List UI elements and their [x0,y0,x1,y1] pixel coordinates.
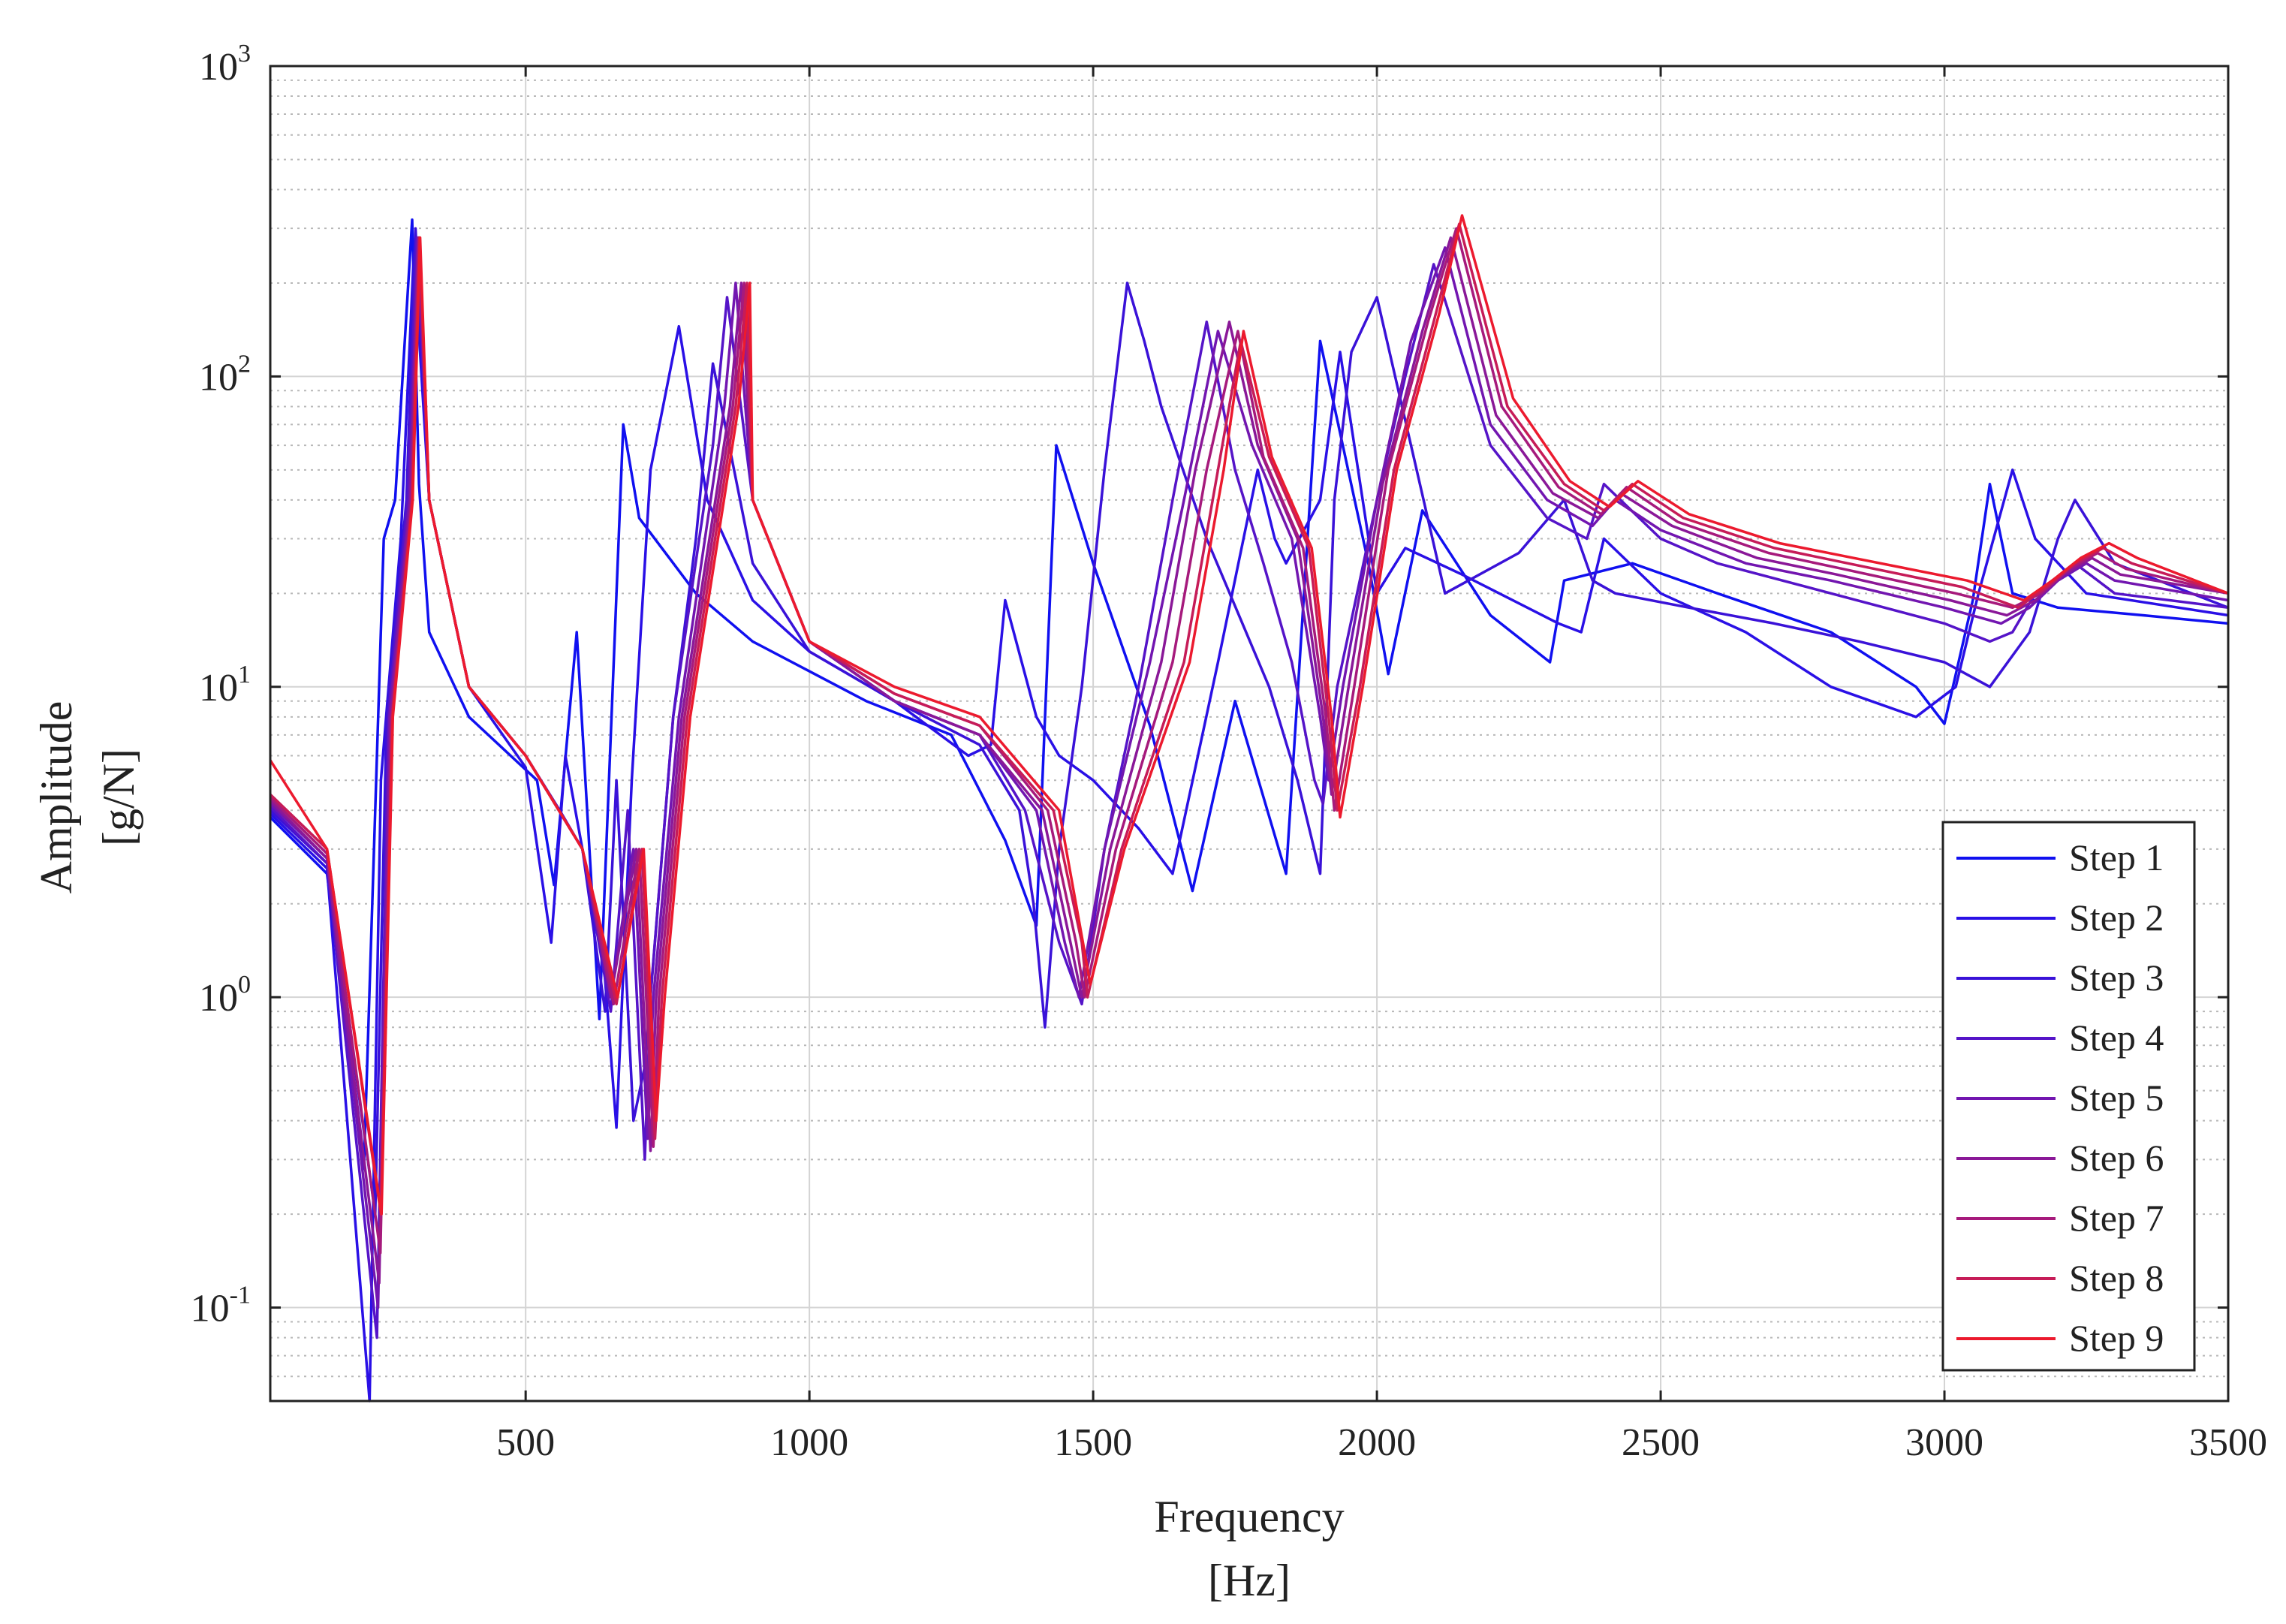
legend-label-step-1: Step 1 [2069,836,2164,878]
y-tick-exponent: 3 [238,40,251,68]
x-axis-unit: [Hz] [1208,1556,1291,1605]
plot-frame [269,65,2230,1403]
legend-label-step-9: Step 9 [2069,1317,2164,1359]
x-tick-label: 500 [496,1421,555,1464]
series-group [269,214,2229,1403]
x-tick-labels: 500 1000 1500 2000 2500 3000 3500 [496,1421,2267,1464]
y-tick-exponent: 2 [238,350,251,378]
x-tick-label: 1500 [1054,1421,1132,1464]
y-tick-base: 10 [199,356,238,399]
x-tick-label: 2000 [1338,1421,1416,1464]
y-tick-label: 103 [199,40,251,89]
legend-label-step-2: Step 2 [2069,896,2164,939]
grid [270,65,2229,1401]
legend-label-step-7: Step 7 [2069,1197,2164,1239]
x-axis-title: Frequency [1154,1492,1344,1541]
y-tick-label: 102 [199,350,251,399]
y-tick-exponent: 1 [238,661,251,688]
series-line-step-7 [269,227,2229,1255]
y-tick-base: 10 [199,667,238,710]
x-tick-label: 3000 [1905,1421,1983,1464]
x-tick-label: 2500 [1622,1421,1700,1464]
legend-label-step-6: Step 6 [2069,1137,2164,1179]
y-axis-title: Amplitude [32,701,81,894]
series-line-step-9 [269,214,2229,1216]
y-axis-unit: [g/N] [94,749,143,846]
series-line-step-2 [269,252,2229,1403]
legend-label-step-4: Step 4 [2069,1017,2164,1059]
y-tick-base: 10 [191,1288,230,1330]
legend-label-step-3: Step 3 [2069,957,2164,999]
y-tick-exponent: -1 [230,1282,251,1309]
series-line-step-1 [269,218,2229,1171]
y-tick-exponent: 0 [238,971,251,999]
y-tick-label: 101 [199,661,251,710]
legend: Step 1 Step 2 Step 3 Step 4 Step 5 Step 6 Step… [1941,821,2196,1372]
y-tick-label: 100 [199,971,251,1020]
x-tick-label: 3500 [2189,1421,2267,1464]
tick-marks [270,65,2230,1401]
x-tick-label: 1000 [770,1421,848,1464]
y-tick-base: 10 [199,46,238,89]
legend-label-step-5: Step 5 [2069,1077,2164,1119]
legend-label-step-8: Step 8 [2069,1257,2164,1299]
y-tick-base: 10 [199,977,238,1020]
y-tick-label: 10-1 [191,1282,251,1330]
